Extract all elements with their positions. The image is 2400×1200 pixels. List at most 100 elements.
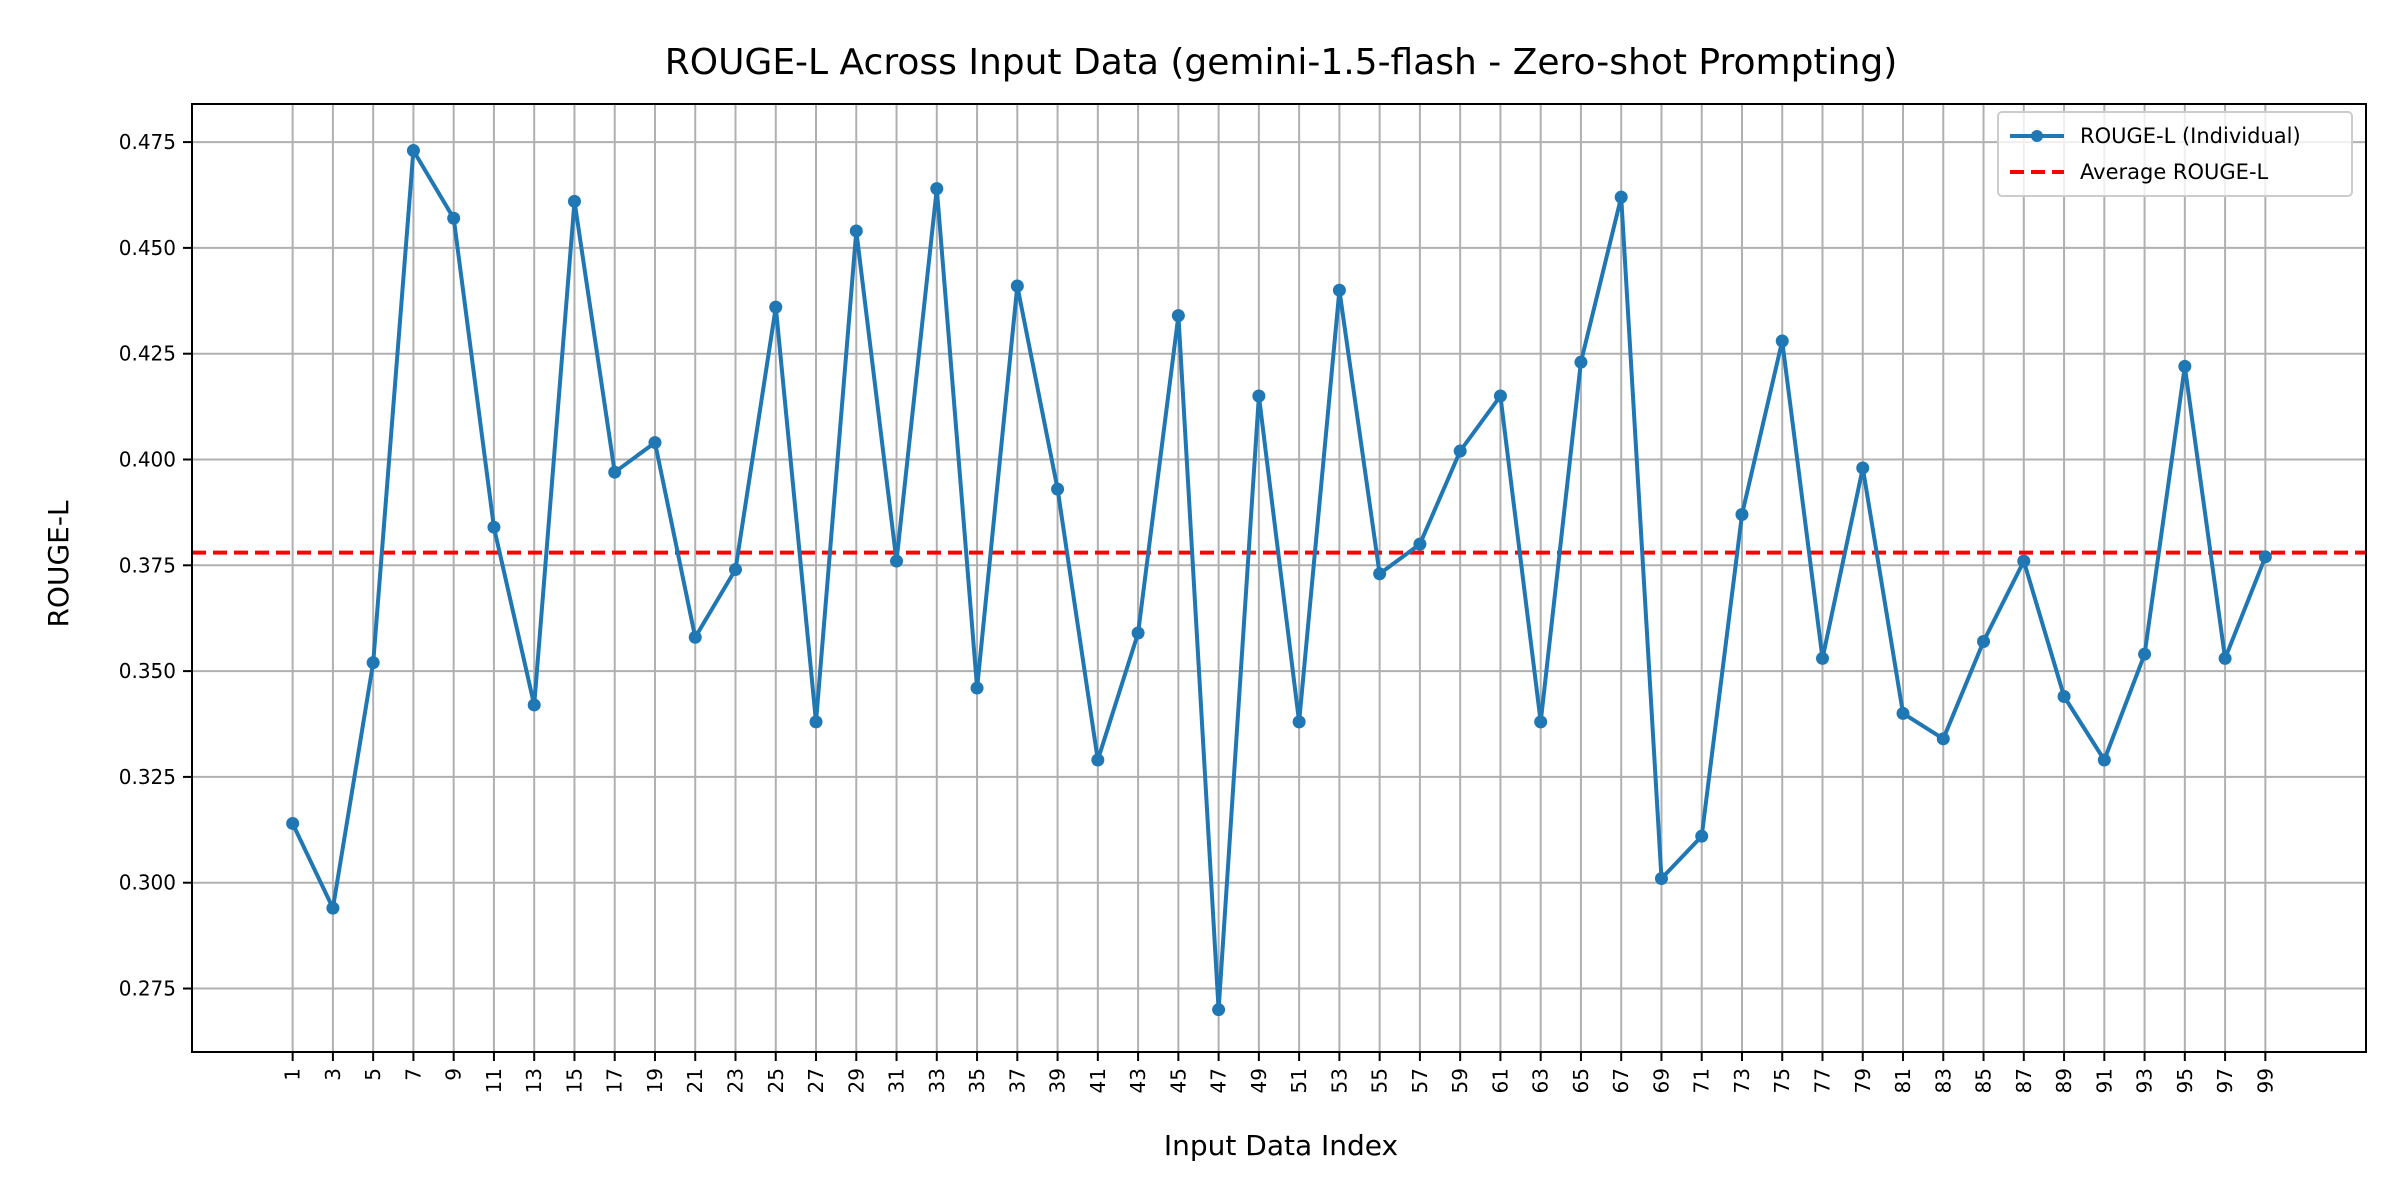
x-tick-label: 27 [804,1068,828,1093]
x-tick-label: 93 [2133,1068,2157,1093]
data-point [1695,829,1709,843]
data-point [1010,279,1024,293]
data-point [286,816,300,830]
data-point [970,681,984,695]
series-layer [286,144,2272,1017]
grid [192,104,2366,1052]
x-tick-label: 77 [1811,1068,1835,1093]
x-tick-label: 1 [281,1068,305,1081]
data-point [487,520,501,534]
data-point [2097,753,2111,767]
x-tick-label: 15 [562,1068,586,1093]
y-axis-label: ROUGE-L [42,500,75,627]
x-tick-label: 35 [965,1068,989,1093]
x-tick-label: 59 [1448,1068,1472,1093]
data-point [1332,283,1346,297]
data-point [1413,537,1427,551]
x-tick-label: 67 [1609,1068,1633,1093]
x-tick-label: 63 [1529,1068,1553,1093]
x-tick-label: 69 [1649,1068,1673,1093]
x-tick-label: 91 [2092,1068,2116,1093]
data-point [1534,715,1548,729]
data-point [527,698,541,712]
data-point [1977,634,1991,648]
x-axis-ticks: 1 3 5 7 9 11 13 15 17 19 21 23 25 27 29 31 33 35 37 39 41 43 4… [281,1052,2277,1093]
data-point [1614,190,1628,204]
x-tick-label: 73 [1730,1068,1754,1093]
x-tick-label: 45 [1166,1068,1190,1093]
x-tick-label: 43 [1126,1068,1150,1093]
data-point [688,630,702,644]
y-tick-label: 0.325 [119,765,176,789]
x-tick-label: 89 [2052,1068,2076,1093]
legend-label-average: Average ROUGE-L [2080,160,2269,184]
x-tick-label: 37 [1005,1068,1029,1093]
chart-title: ROUGE-L Across Input Data (gemini-1.5-fl… [665,42,1898,83]
data-point [1654,871,1668,885]
x-tick-label: 97 [2213,1068,2237,1093]
data-point [648,436,662,450]
data-point [1493,389,1507,403]
x-tick-label: 53 [1327,1068,1351,1093]
data-point [1896,706,1910,720]
data-point [2017,554,2031,568]
y-tick-label: 0.350 [119,659,176,683]
x-tick-label: 57 [1408,1068,1432,1093]
data-point [1936,732,1950,746]
data-point [1574,355,1588,369]
plot-area-frame [191,103,2367,1053]
x-tick-label: 29 [844,1068,868,1093]
x-tick-label: 41 [1086,1068,1110,1093]
x-tick-label: 21 [683,1068,707,1093]
data-point [1735,508,1749,522]
data-point [2057,690,2071,703]
rouge-l-individual-line [290,148,2268,1012]
data-point [1171,309,1185,323]
data-point [1373,567,1387,581]
x-tick-label: 3 [321,1068,345,1081]
y-tick-label: 0.425 [119,342,176,366]
y-tick-label: 0.475 [119,130,176,154]
x-tick-label: 19 [643,1068,667,1093]
data-point [729,563,742,577]
x-tick-label: 33 [925,1068,949,1093]
y-tick-label: 0.275 [119,977,176,1001]
x-tick-label: 25 [764,1068,788,1093]
x-tick-label: 79 [1851,1068,1875,1093]
data-point [1453,444,1467,458]
data-point [1091,753,1105,767]
data-point [447,211,461,225]
x-tick-label: 31 [885,1068,909,1093]
data-point [1252,389,1266,403]
x-tick-label: 55 [1368,1068,1392,1093]
x-tick-label: 51 [1287,1068,1311,1093]
x-tick-label: 87 [2012,1068,2036,1093]
legend-marker-individual [2031,130,2043,142]
x-tick-label: 65 [1569,1068,1593,1093]
data-point [326,901,340,915]
data-point [2138,647,2152,661]
x-tick-label: 23 [724,1068,748,1093]
data-point [1856,461,1870,475]
x-tick-label: 9 [442,1068,466,1081]
data-point [2218,651,2232,665]
data-point [809,715,823,729]
data-point [890,554,904,568]
x-tick-label: 47 [1207,1068,1231,1093]
y-tick-label: 0.400 [119,448,176,472]
data-point [567,194,581,208]
data-point [930,182,944,196]
data-point [1131,626,1145,640]
y-axis-ticks: 0.275 0.300 0.325 0.350 0.375 0.400 0.425 0.450… [119,130,192,1001]
x-axis-label: Input Data Index [1164,1129,1398,1162]
x-tick-label: 81 [1891,1068,1915,1093]
data-point [1212,1003,1226,1017]
legend: ROUGE-L (Individual) Average ROUGE-L [1997,111,2353,197]
data-point [769,300,783,314]
legend-box [1997,111,2353,197]
legend-label-individual: ROUGE-L (Individual) [2080,124,2301,148]
data-point [1051,482,1065,496]
x-tick-label: 83 [1931,1068,1955,1093]
x-tick-label: 95 [2173,1068,2197,1093]
x-tick-label: 13 [522,1068,546,1093]
